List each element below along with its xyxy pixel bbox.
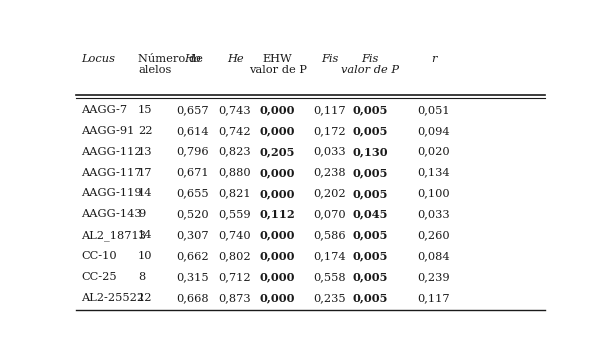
Text: 0,100: 0,100 — [417, 188, 450, 198]
Text: 0,202: 0,202 — [313, 188, 346, 198]
Text: 0,005: 0,005 — [353, 230, 387, 241]
Text: AL2-25522: AL2-25522 — [81, 293, 144, 303]
Text: 14: 14 — [138, 188, 152, 198]
Text: 0,000: 0,000 — [260, 104, 295, 115]
Text: 15: 15 — [138, 105, 152, 115]
Text: 0,134: 0,134 — [417, 167, 450, 177]
Text: 0,000: 0,000 — [260, 188, 295, 199]
Text: 0,668: 0,668 — [176, 293, 209, 303]
Text: 8: 8 — [138, 272, 145, 282]
Text: 0,084: 0,084 — [417, 251, 450, 261]
Text: AAGG-143: AAGG-143 — [81, 209, 142, 219]
Text: Fis: Fis — [321, 54, 338, 64]
Text: Locus: Locus — [81, 54, 115, 64]
Text: 0,205: 0,205 — [260, 146, 295, 157]
Text: CC-10: CC-10 — [81, 251, 117, 261]
Text: AAGG-7: AAGG-7 — [81, 105, 127, 115]
Text: AAGG-112: AAGG-112 — [81, 147, 142, 157]
Text: 0,005: 0,005 — [353, 251, 387, 262]
Text: 0,802: 0,802 — [219, 251, 251, 261]
Text: He: He — [227, 54, 243, 64]
Text: 0,130: 0,130 — [352, 146, 388, 157]
Text: 9: 9 — [138, 209, 145, 219]
Text: 0,315: 0,315 — [176, 272, 209, 282]
Text: 0,657: 0,657 — [176, 105, 209, 115]
Text: 0,260: 0,260 — [417, 230, 450, 240]
Text: 0,005: 0,005 — [353, 188, 387, 199]
Text: 14: 14 — [138, 230, 152, 240]
Text: 0,005: 0,005 — [353, 292, 387, 303]
Text: 0,172: 0,172 — [313, 126, 346, 136]
Text: 0,000: 0,000 — [260, 167, 295, 178]
Text: 0,045: 0,045 — [353, 209, 387, 220]
Text: 0,873: 0,873 — [219, 293, 251, 303]
Text: 0,020: 0,020 — [417, 147, 450, 157]
Text: 0,235: 0,235 — [313, 293, 346, 303]
Text: 0,614: 0,614 — [176, 126, 209, 136]
Text: 0,000: 0,000 — [260, 230, 295, 241]
Text: 0,033: 0,033 — [313, 147, 346, 157]
Text: 0,000: 0,000 — [260, 292, 295, 303]
Text: r: r — [431, 54, 437, 64]
Text: 0,740: 0,740 — [219, 230, 251, 240]
Text: AAGG-91: AAGG-91 — [81, 126, 134, 136]
Text: 0,005: 0,005 — [353, 125, 387, 136]
Text: 0,742: 0,742 — [219, 126, 251, 136]
Text: 0,033: 0,033 — [417, 209, 450, 219]
Text: 0,000: 0,000 — [260, 251, 295, 262]
Text: Fis
valor de P: Fis valor de P — [341, 54, 399, 75]
Text: CC-25: CC-25 — [81, 272, 117, 282]
Text: 0,880: 0,880 — [219, 167, 251, 177]
Text: 0,655: 0,655 — [176, 188, 209, 198]
Text: 0,796: 0,796 — [176, 147, 209, 157]
Text: Ho: Ho — [184, 54, 201, 64]
Text: 22: 22 — [138, 126, 152, 136]
Text: 0,712: 0,712 — [219, 272, 251, 282]
Text: 0,051: 0,051 — [417, 105, 450, 115]
Text: 0,586: 0,586 — [313, 230, 346, 240]
Text: 0,000: 0,000 — [260, 125, 295, 136]
Text: 0,005: 0,005 — [353, 167, 387, 178]
Text: 10: 10 — [138, 251, 152, 261]
Text: 12: 12 — [138, 293, 152, 303]
Text: 0,000: 0,000 — [260, 271, 295, 282]
Text: AAGG-117: AAGG-117 — [81, 167, 142, 177]
Text: 0,307: 0,307 — [176, 230, 209, 240]
Text: 0,239: 0,239 — [417, 272, 450, 282]
Text: AAGG-119: AAGG-119 — [81, 188, 142, 198]
Text: 0,671: 0,671 — [176, 167, 209, 177]
Text: 0,559: 0,559 — [219, 209, 251, 219]
Text: 0,520: 0,520 — [176, 209, 209, 219]
Text: 0,117: 0,117 — [417, 293, 450, 303]
Text: 13: 13 — [138, 147, 152, 157]
Text: 0,743: 0,743 — [219, 105, 251, 115]
Text: 0,094: 0,094 — [417, 126, 450, 136]
Text: 0,005: 0,005 — [353, 104, 387, 115]
Text: 0,112: 0,112 — [260, 209, 296, 220]
Text: 0,238: 0,238 — [313, 167, 346, 177]
Text: AL2_18713: AL2_18713 — [81, 230, 146, 241]
Text: 17: 17 — [138, 167, 152, 177]
Text: 0,005: 0,005 — [353, 271, 387, 282]
Text: 0,070: 0,070 — [313, 209, 346, 219]
Text: Número de
alelos: Número de alelos — [138, 54, 203, 75]
Text: 0,117: 0,117 — [313, 105, 346, 115]
Text: 0,174: 0,174 — [313, 251, 346, 261]
Text: 0,821: 0,821 — [219, 188, 251, 198]
Text: 0,558: 0,558 — [313, 272, 346, 282]
Text: 0,662: 0,662 — [176, 251, 209, 261]
Text: EHW
valor de P: EHW valor de P — [249, 54, 307, 75]
Text: 0,823: 0,823 — [219, 147, 251, 157]
